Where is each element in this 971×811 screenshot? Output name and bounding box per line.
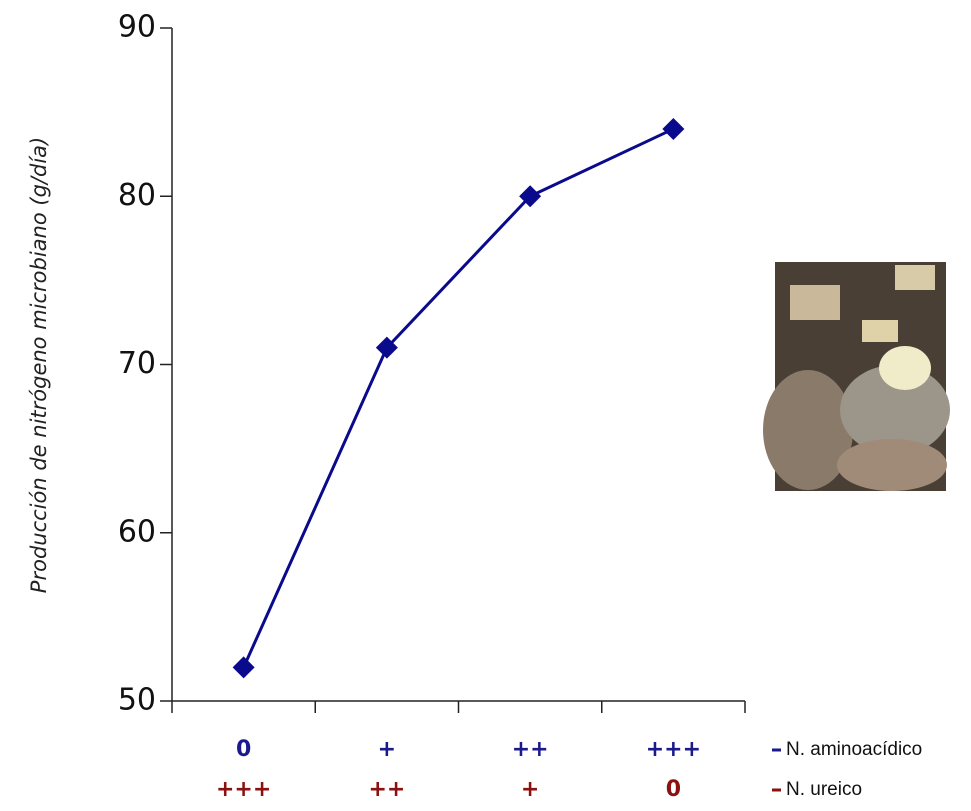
cheese [763, 370, 853, 490]
line [242, 127, 675, 668]
y-tick-label: 90 [118, 10, 156, 45]
x-tick-label: + [378, 737, 396, 762]
cheese [840, 365, 950, 455]
x-tick-label: +++ [646, 737, 701, 762]
legend-label: N. ureico [786, 779, 862, 800]
photo [763, 262, 950, 491]
x-tick-label: 0 [236, 737, 251, 762]
marker [375, 336, 398, 359]
marker [232, 656, 255, 679]
marker [519, 185, 542, 208]
x-tick-label: ++ [368, 777, 405, 802]
cheese [862, 320, 898, 342]
legend-label: N. aminoacídico [786, 739, 922, 760]
x-tick-label: + [521, 777, 539, 802]
x-tick-label: +++ [216, 777, 271, 802]
x-tick-label: 0 [666, 777, 681, 802]
y-tick-label: 80 [118, 178, 156, 213]
cheese [790, 285, 840, 320]
cheese [879, 346, 931, 390]
x-tick-label: ++ [512, 737, 549, 762]
cheese [895, 265, 935, 290]
y-tick-label: 50 [118, 683, 156, 718]
y-tick-label: 60 [118, 514, 156, 549]
cheese [837, 439, 947, 491]
y-axis-label: Producción de nitrógeno microbiano (g/dí… [27, 137, 51, 593]
marker [662, 117, 685, 140]
y-tick-label: 70 [118, 346, 156, 381]
